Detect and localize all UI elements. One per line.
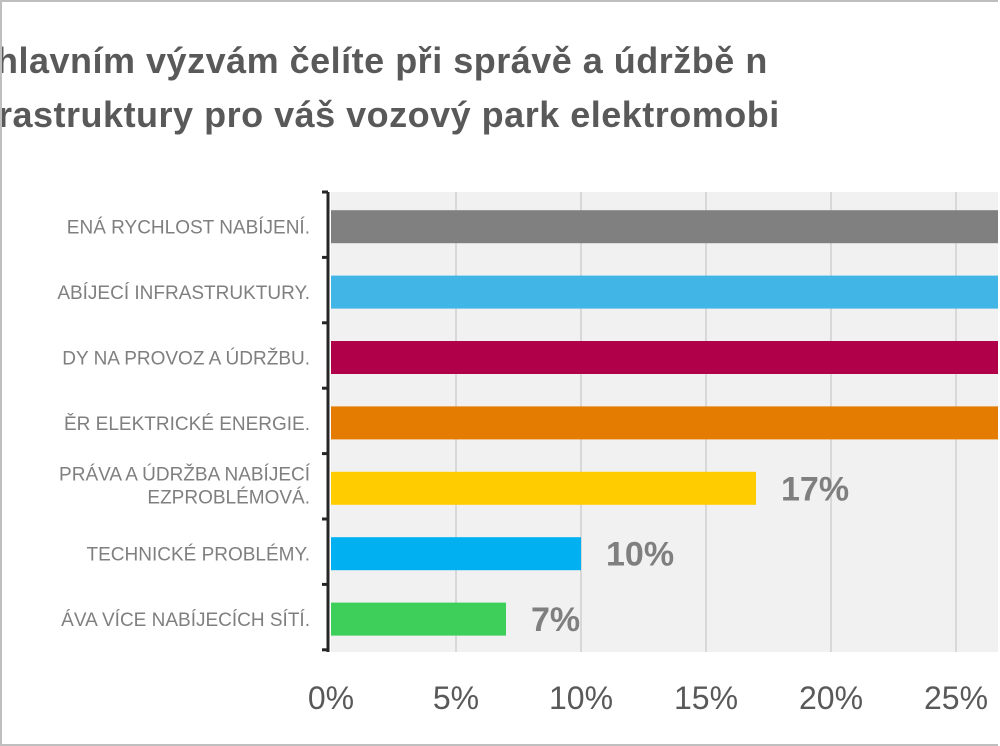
bar <box>331 406 998 440</box>
bar <box>331 275 998 309</box>
x-tick-label: 5% <box>433 680 479 716</box>
category-label: TECHNICKÉ PROBLÉMY. <box>87 545 310 566</box>
category-label: EZPROBLÉMOVÁ. <box>147 487 310 508</box>
data-label: 17% <box>781 470 849 508</box>
bar <box>331 341 998 374</box>
x-tick-label: 20% <box>799 680 863 716</box>
category-label: ĚR ELEKTRICKÉ ENERGIE. <box>64 413 310 435</box>
category-label: ENÁ RYCHLOST NABÍJENÍ. <box>67 218 310 239</box>
category-label: DY NA PROVOZ A ÚDRŽBU. <box>62 348 310 370</box>
x-tick-label: 0% <box>308 680 354 716</box>
bar <box>331 602 506 636</box>
bar <box>331 537 581 571</box>
chart-title-line-2: rastruktury pro váš vozový park elektrom… <box>0 94 780 135</box>
x-tick-label: 10% <box>549 680 613 716</box>
bar <box>331 471 756 505</box>
x-tick-label: 15% <box>674 680 738 716</box>
category-label: ABÍJECÍ INFRASTRUKTURY. <box>57 283 310 304</box>
bar <box>331 210 998 244</box>
chart-title-line-1: hlavním výzvám čelíte při správě a údržb… <box>0 40 768 81</box>
category-label: ÁVA VÍCE NABÍJECÍCH SÍTÍ. <box>61 610 310 631</box>
data-label: 10% <box>606 536 674 574</box>
data-label: 7% <box>531 601 580 639</box>
x-tick-label: 25% <box>924 680 988 716</box>
category-label: PRÁVA A ÚDRŽBA NABÍJECÍ <box>59 463 311 485</box>
